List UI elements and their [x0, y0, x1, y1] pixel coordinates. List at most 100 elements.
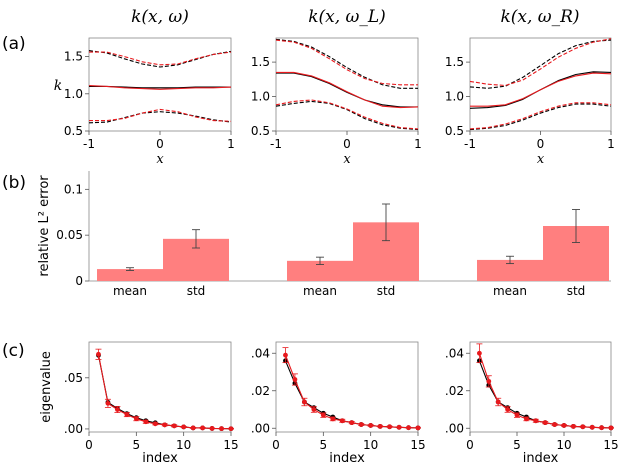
- eigen-plot-3-point-predicted: [561, 423, 567, 428]
- eigen-plot-3-xlabel: index: [523, 451, 559, 466]
- eigen-plot-2-ytick-label: .00: [251, 421, 270, 435]
- error-bars-ytick-label: 0.05: [56, 228, 83, 242]
- eigen-plot-3-point-predicted: [571, 423, 576, 429]
- eigen-plot-2-ytick-label: .04: [251, 346, 270, 360]
- error-bars-ytick-label: 0: [75, 274, 83, 288]
- eigen-plot-1-xtick-label: 15: [223, 438, 238, 452]
- k-plot-2-series-6: [275, 99, 419, 130]
- error-bars-bar-3-mean: [477, 259, 543, 281]
- k-plot-2-ytick-label: 1.5: [251, 55, 270, 69]
- k-plot-1-xlabel: x: [156, 152, 164, 167]
- k-plot-1-title: k(x, ω): [131, 7, 189, 27]
- eigen-plot-3-point-predicted: [552, 422, 557, 427]
- eigen-plot-2-point-predicted: [396, 424, 402, 430]
- eigen-plot-2-point-predicted: [406, 425, 411, 431]
- eigen-plot-1-point-predicted: [181, 424, 187, 430]
- eigen-plot-2-xtick-label: 0: [272, 438, 280, 452]
- eigen-plot-3-point-predicted: [486, 378, 492, 384]
- panel-label-b: (b): [2, 173, 26, 193]
- k-plot-1-ytick-label: 1.0: [64, 87, 83, 101]
- eigen-plot-1-point-predicted: [133, 416, 139, 422]
- eigen-plot-1-xlabel: index: [142, 451, 178, 466]
- k-plot-2-series-1: [275, 38, 418, 89]
- eigen-plot-3-xtick-label: 5: [513, 438, 521, 452]
- eigen-plot-1-point-predicted: [162, 422, 168, 428]
- eigen-plot-2-point-predicted: [283, 352, 288, 358]
- k-plot-3-ytick-label: 0.5: [445, 124, 464, 138]
- k-plot-1-xtick-label: 1: [227, 137, 235, 151]
- eigen-plot-2-point-predicted: [320, 412, 326, 418]
- k-plot-2-xtick-label: 0: [343, 137, 351, 151]
- eigen-plot-3-frame: [469, 341, 612, 433]
- eigen-plot-3-ytick-label: .00: [445, 421, 464, 435]
- panel-label-a: (a): [2, 34, 26, 54]
- eigen-plot-2-point-predicted: [377, 423, 383, 429]
- eigen-plot-2-point-predicted: [387, 424, 392, 430]
- k-plot-1-series-5: [88, 111, 232, 124]
- eigen-plot-3-xtick-label: 10: [556, 438, 571, 452]
- error-bars-category-label: mean: [493, 284, 527, 298]
- eigen-plot-2-point-predicted: [415, 425, 421, 431]
- error-bars-category-label: std: [567, 284, 586, 298]
- eigen-plot-2-point-predicted: [358, 422, 364, 427]
- error-bars-bar-2-mean: [287, 260, 353, 281]
- k-plot-3-series-6: [469, 102, 612, 130]
- k-plot-3-xtick-label: 0: [537, 137, 545, 151]
- eigen-plot-1-ytick-label: .05: [64, 371, 83, 385]
- k-plot-3-xtick-label: 1: [607, 137, 615, 151]
- eigen-plot-3-point-predicted: [542, 420, 548, 426]
- eigen-plot-1-point-predicted: [124, 412, 130, 418]
- error-bars-ylabel: relative L² error: [37, 175, 52, 277]
- eigen-plot-3-point-predicted: [580, 424, 586, 430]
- eigen-plot-1-point-predicted: [190, 425, 196, 431]
- eigen-plot-1-point-predicted: [105, 400, 111, 406]
- k-plot-1-xtick-label: 0: [156, 137, 164, 151]
- eigen-plot-2-point-predicted: [292, 377, 298, 382]
- eigen-plot-2-xtick-label: 5: [320, 438, 328, 452]
- eigen-plot-3-xtick-label: 0: [466, 438, 474, 452]
- k-plot-1-series-2: [89, 51, 232, 66]
- error-bars-category-label: std: [187, 284, 206, 298]
- k-plot-1-ytick-label: 1.5: [64, 50, 83, 64]
- eigen-plot-2-point-predicted: [339, 418, 345, 424]
- eigen-plot-2-point-predicted: [349, 420, 355, 426]
- k-plot-2-xtick-label: -1: [270, 137, 282, 151]
- eigen-plot-2-point-predicted: [311, 407, 317, 412]
- eigen-plot-3-ytick-label: .04: [445, 346, 464, 360]
- eigen-plot-3-point-predicted: [524, 416, 529, 422]
- k-plot-1-xtick-label: -1: [83, 137, 95, 151]
- panel-label-c: (c): [2, 341, 25, 361]
- eigen-plot-2-point-predicted: [302, 399, 307, 405]
- eigen-plot-1-point-predicted: [228, 426, 234, 432]
- eigen-plot-1-point-predicted: [200, 425, 206, 431]
- eigen-plot-1-frame: [88, 341, 232, 433]
- eigen-plot-3-line-true: [478, 360, 612, 429]
- eigen-plot-1-line-true: [97, 355, 232, 430]
- error-bars-bar-1-mean: [97, 269, 163, 281]
- k-plot-1-ylabel: k: [54, 78, 62, 94]
- k-plot-2-ytick-label: 1.0: [251, 90, 270, 104]
- eigen-plot-1-point-predicted: [143, 419, 149, 425]
- error-bars-category-label: mean: [113, 284, 147, 298]
- eigen-plot-1-xtick-label: 0: [85, 438, 93, 452]
- eigen-plot-1-ylabel: eigenvalue: [39, 351, 54, 423]
- k-plot-1-frame: [88, 37, 232, 132]
- k-plot-3-series-5: [469, 103, 612, 131]
- k-plot-1-series-6: [89, 108, 232, 122]
- k-plot-3-xlabel: x: [537, 152, 545, 167]
- eigen-plot-3-point-predicted: [533, 418, 539, 424]
- eigen-plot-2-point-predicted: [368, 423, 374, 428]
- error-bars-category-label: mean: [303, 284, 337, 298]
- k-plot-2-xlabel: x: [343, 152, 351, 167]
- eigen-plot-2-point-predicted: [330, 416, 336, 422]
- k-plot-2-title: k(x, ω_L): [308, 7, 386, 27]
- eigen-plot-3-point-predicted: [599, 425, 604, 431]
- eigen-plot-1-ytick-label: .00: [64, 422, 83, 436]
- k-plot-3-series-2: [469, 38, 612, 87]
- eigen-plot-3-ytick-label: .02: [445, 384, 464, 398]
- k-plot-2-series-2: [275, 39, 418, 86]
- eigen-plot-3-line-predicted: [478, 353, 612, 429]
- k-plot-3-ytick-label: 1.5: [445, 55, 464, 69]
- eigen-plot-2-frame: [275, 341, 419, 433]
